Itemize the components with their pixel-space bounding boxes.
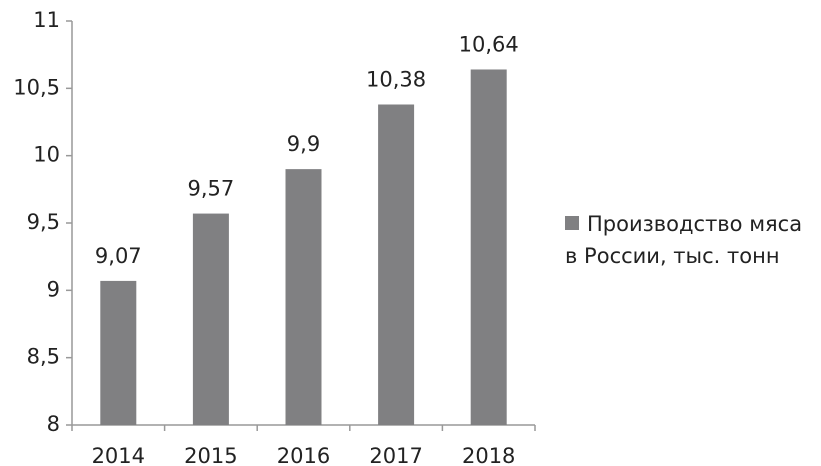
- y-tick-label: 10,5: [13, 75, 60, 99]
- legend: Производство мяса в России, тыс. тонн: [565, 208, 815, 272]
- bar: [192, 213, 229, 425]
- value-label: 10,38: [366, 67, 426, 91]
- y-tick-label: 9,5: [27, 210, 60, 234]
- value-label: 9,57: [188, 177, 235, 201]
- bar: [470, 69, 507, 425]
- x-tick-label: 2018: [462, 444, 515, 466]
- y-tick-label: 8,5: [27, 345, 60, 369]
- y-tick-label: 11: [33, 8, 60, 32]
- x-tick-label: 2016: [277, 444, 330, 466]
- x-tick-label: 2015: [184, 444, 237, 466]
- value-label: 9,9: [287, 132, 320, 156]
- bar: [378, 104, 415, 425]
- value-label: 9,07: [95, 244, 142, 268]
- y-tick-label: 10: [33, 143, 60, 167]
- bar: [285, 169, 322, 425]
- x-tick-label: 2017: [369, 444, 422, 466]
- bar: [100, 280, 137, 425]
- value-label: 10,64: [459, 32, 519, 56]
- legend-label: Производство мяса в России, тыс. тонн: [565, 212, 803, 268]
- x-tick-label: 2014: [92, 444, 145, 466]
- y-tick-label: 9: [47, 277, 60, 301]
- legend-swatch: [565, 216, 579, 230]
- y-tick-label: 8: [47, 412, 60, 436]
